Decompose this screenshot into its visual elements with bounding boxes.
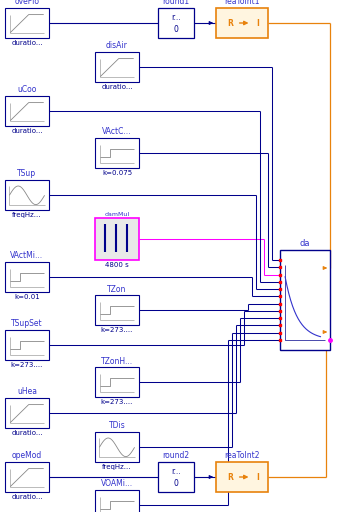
Bar — [5, 180, 49, 210]
Text: k=0.01: k=0.01 — [14, 294, 40, 300]
Text: 0: 0 — [174, 25, 178, 33]
Text: 0: 0 — [174, 479, 178, 487]
Text: r...: r... — [171, 13, 181, 22]
Text: freqHz...: freqHz... — [12, 212, 42, 218]
Text: k=273....: k=273.... — [101, 399, 133, 405]
Text: reaToInt1: reaToInt1 — [224, 0, 260, 7]
Text: uCoo: uCoo — [17, 86, 37, 95]
Bar — [5, 462, 49, 492]
Text: disAir: disAir — [106, 41, 128, 51]
Text: opeMod: opeMod — [12, 452, 42, 460]
Text: R: R — [228, 18, 234, 28]
Text: uHea: uHea — [17, 388, 37, 396]
Text: 4800 s: 4800 s — [105, 262, 129, 268]
Text: r...: r... — [171, 467, 181, 476]
Bar — [158, 462, 194, 492]
Text: VActMi...: VActMi... — [10, 251, 44, 261]
Text: round2: round2 — [163, 452, 190, 460]
Text: I: I — [256, 18, 259, 28]
Text: TDis: TDis — [109, 421, 126, 431]
Text: TZon: TZon — [107, 285, 127, 293]
Text: TSup: TSup — [17, 169, 37, 179]
Text: VOAMi...: VOAMi... — [101, 480, 133, 488]
Bar — [5, 262, 49, 292]
Bar — [280, 250, 330, 350]
Text: duratio...: duratio... — [101, 84, 133, 90]
Text: damMul: damMul — [104, 212, 130, 217]
Bar — [95, 432, 139, 462]
Text: duratio...: duratio... — [11, 128, 43, 134]
Bar — [95, 218, 139, 260]
Bar — [5, 330, 49, 360]
Bar — [5, 96, 49, 126]
Text: I: I — [256, 473, 259, 481]
Text: duratio...: duratio... — [11, 430, 43, 436]
Text: da: da — [300, 239, 310, 248]
Bar — [5, 398, 49, 428]
Text: reaToInt2: reaToInt2 — [224, 452, 260, 460]
Text: freqHz...: freqHz... — [102, 464, 132, 470]
Bar — [95, 138, 139, 168]
Bar — [216, 8, 268, 38]
Text: k=273....: k=273.... — [101, 327, 133, 333]
Text: TSupSet: TSupSet — [11, 319, 43, 329]
Bar — [95, 52, 139, 82]
Text: k=273....: k=273.... — [11, 362, 43, 368]
Bar — [5, 8, 49, 38]
Bar — [95, 490, 139, 512]
Bar — [158, 8, 194, 38]
Text: VActC...: VActC... — [102, 127, 132, 137]
Text: round1: round1 — [163, 0, 190, 7]
Text: oveFlo: oveFlo — [14, 0, 39, 7]
Bar — [95, 295, 139, 325]
Bar — [95, 367, 139, 397]
Text: R: R — [228, 473, 234, 481]
Text: duratio...: duratio... — [11, 40, 43, 46]
Bar — [216, 462, 268, 492]
Text: TZonH...: TZonH... — [101, 356, 133, 366]
Text: k=0.075: k=0.075 — [102, 170, 132, 176]
Text: duratio...: duratio... — [11, 494, 43, 500]
